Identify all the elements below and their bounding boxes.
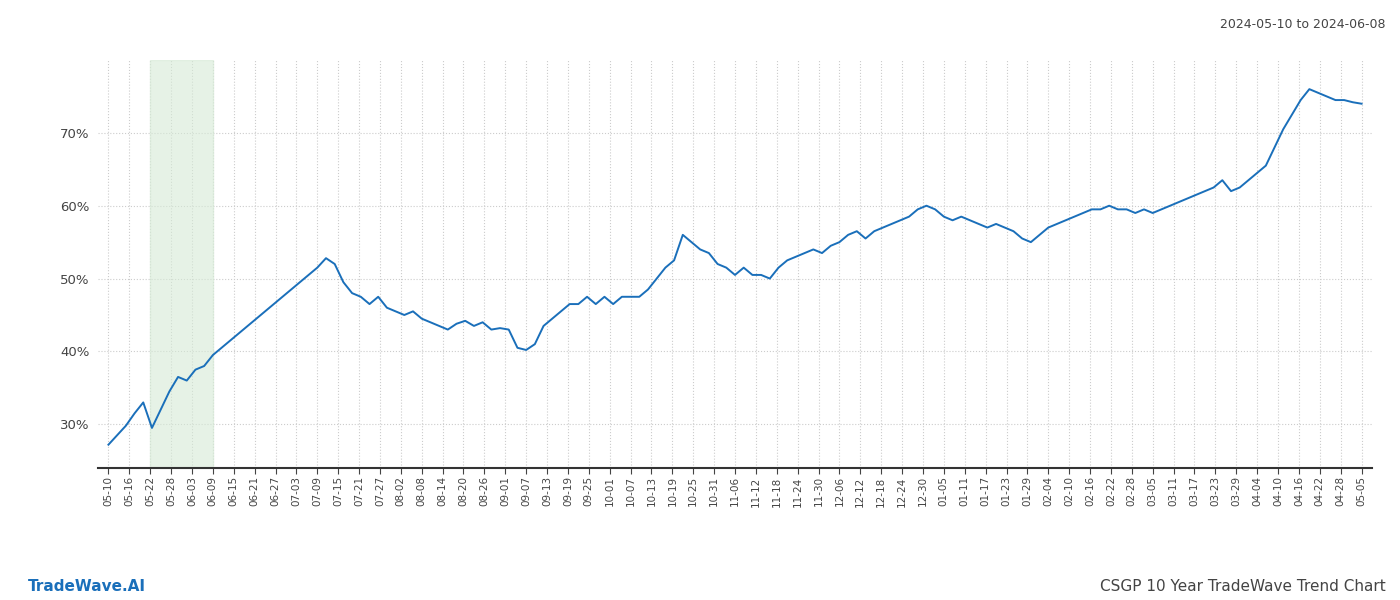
Bar bbox=[150, 60, 213, 468]
Text: 2024-05-10 to 2024-06-08: 2024-05-10 to 2024-06-08 bbox=[1221, 18, 1386, 31]
Text: CSGP 10 Year TradeWave Trend Chart: CSGP 10 Year TradeWave Trend Chart bbox=[1100, 579, 1386, 594]
Text: TradeWave.AI: TradeWave.AI bbox=[28, 579, 146, 594]
